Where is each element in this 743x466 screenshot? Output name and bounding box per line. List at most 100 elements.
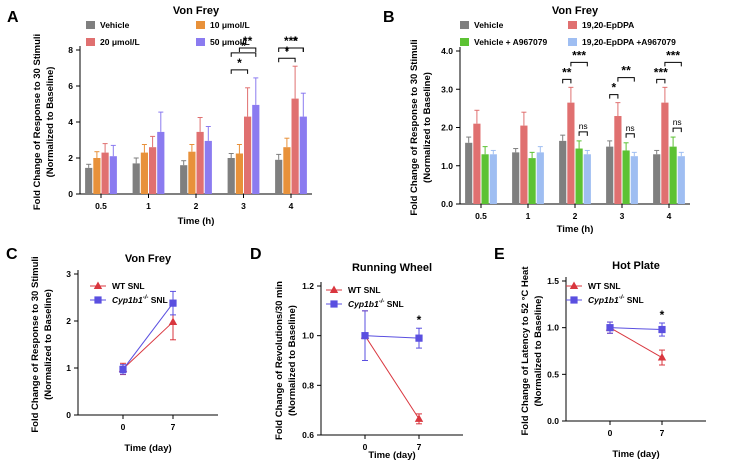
- legend-swatch: [196, 21, 205, 29]
- significance-bracket: [278, 57, 296, 63]
- legend-swatch: [568, 38, 577, 46]
- y-tick-label: 0.8: [302, 380, 314, 390]
- legend-label: Vehicle: [474, 20, 504, 30]
- significance-label: ns: [626, 123, 635, 133]
- bar: [93, 158, 101, 194]
- bar: [606, 146, 614, 204]
- bar: [489, 154, 497, 204]
- legend-label: WT SNL: [348, 285, 381, 295]
- y-tick-label: 3: [66, 269, 71, 279]
- bar: [252, 104, 260, 194]
- y-tick-label: 3.0: [441, 84, 453, 94]
- y-tick-label: 2: [68, 153, 73, 163]
- data-point: [168, 317, 178, 325]
- x-tick-label: 4: [667, 211, 672, 221]
- bar: [630, 156, 638, 204]
- y-tick-label: 1.0: [547, 323, 559, 333]
- bar: [559, 140, 567, 204]
- chart-title: Von Frey: [125, 253, 172, 265]
- panel-label: D: [250, 246, 262, 263]
- significance-bracket: [238, 47, 257, 52]
- x-tick-label: 0: [608, 428, 613, 438]
- legend-swatch: [460, 21, 469, 29]
- bar: [528, 158, 536, 204]
- x-tick-label: 3: [241, 201, 246, 211]
- legend-swatch: [196, 38, 205, 46]
- bar: [188, 151, 196, 194]
- significance-label: ***: [284, 34, 298, 48]
- bar: [227, 158, 235, 194]
- legend-marker: [93, 281, 103, 289]
- x-tick-label: 2: [573, 211, 578, 221]
- significance-bracket: [617, 77, 635, 82]
- bar: [669, 146, 677, 204]
- series-line: [609, 327, 663, 358]
- legend-label: 10 μmol/L: [210, 20, 250, 30]
- data-point: [414, 414, 424, 422]
- x-axis-label: Time (day): [368, 450, 415, 461]
- bar: [204, 140, 212, 194]
- y-axis-label-2: (Normalized to Baseline): [287, 305, 298, 416]
- y-tick-label: 6: [68, 81, 73, 91]
- data-point: [606, 324, 614, 332]
- legend-label: Cyp1b1-/- SNL: [588, 295, 644, 305]
- legend-label: 19,20-EpDPA: [582, 20, 634, 30]
- significance-bracket: [562, 78, 572, 84]
- y-tick-label: 2.0: [441, 123, 453, 133]
- y-tick-label: 1.2: [302, 281, 314, 291]
- legend-label: Cyp1b1-/- SNL: [112, 295, 168, 305]
- chart-title: Von Frey: [173, 5, 220, 17]
- y-tick-label: 8: [68, 45, 73, 55]
- y-axis-label-2: (Normalized to Baseline): [45, 67, 56, 178]
- legend-marker: [329, 285, 339, 293]
- significance-bracket: [664, 61, 682, 67]
- significance-label: *: [660, 308, 665, 322]
- x-axis-label: Time (h): [557, 224, 594, 235]
- bar: [465, 142, 473, 204]
- y-tick-label: 4.0: [441, 46, 453, 56]
- legend-label: WT SNL: [112, 281, 145, 291]
- legend-label: Cyp1b1-/- SNL: [348, 299, 404, 309]
- bar: [291, 98, 299, 194]
- significance-label: *: [417, 313, 422, 327]
- y-axis-label: Fold Change of Latency to 52 °C Heat: [520, 266, 531, 436]
- chart-title: Hot Plate: [612, 260, 660, 272]
- data-point: [658, 325, 666, 334]
- legend-label: WT SNL: [588, 281, 621, 291]
- y-tick-label: 0.0: [441, 199, 453, 209]
- legend-marker: [94, 296, 102, 304]
- significance-label: **: [621, 64, 631, 78]
- y-axis-label: Fold Change of Response to 30 Stimuli: [32, 34, 43, 210]
- legend-label: 50 μmol/L: [210, 37, 250, 47]
- bar: [149, 147, 157, 194]
- significance-bracket: [625, 133, 635, 138]
- y-tick-label: 1.0: [302, 331, 314, 341]
- y-axis-label-2: (Normalized to Baseline): [533, 296, 544, 407]
- legend-swatch: [86, 21, 95, 29]
- x-tick-label: 3: [620, 211, 625, 221]
- data-point: [119, 365, 127, 374]
- significance-bracket: [570, 61, 588, 67]
- bar: [180, 165, 188, 194]
- y-tick-label: 1.0: [441, 161, 453, 171]
- legend-swatch: [460, 38, 469, 46]
- y-tick-label: 4: [68, 117, 73, 127]
- significance-bracket: [286, 47, 304, 52]
- bar: [661, 102, 669, 204]
- x-axis-label: Time (day): [124, 443, 171, 454]
- x-tick-label: 1: [146, 201, 151, 211]
- bar: [653, 154, 661, 204]
- legend-label: Vehicle: [100, 20, 130, 30]
- y-tick-label: 2: [66, 316, 71, 326]
- y-axis-label: Fold Change of Response to 30 Stimuli: [409, 39, 420, 215]
- panel-label: E: [494, 246, 505, 263]
- x-axis-label: Time (day): [612, 449, 659, 460]
- legend-label: 19,20-EpDPA +A967079: [582, 37, 676, 47]
- legend-marker: [570, 296, 578, 304]
- bar: [677, 156, 685, 204]
- bar: [109, 156, 117, 194]
- chart-panel-B: B Von Frey Fold Change of Response to 30 S…: [383, 5, 690, 235]
- y-tick-label: 0.6: [302, 430, 314, 440]
- significance-label: ***: [572, 48, 586, 62]
